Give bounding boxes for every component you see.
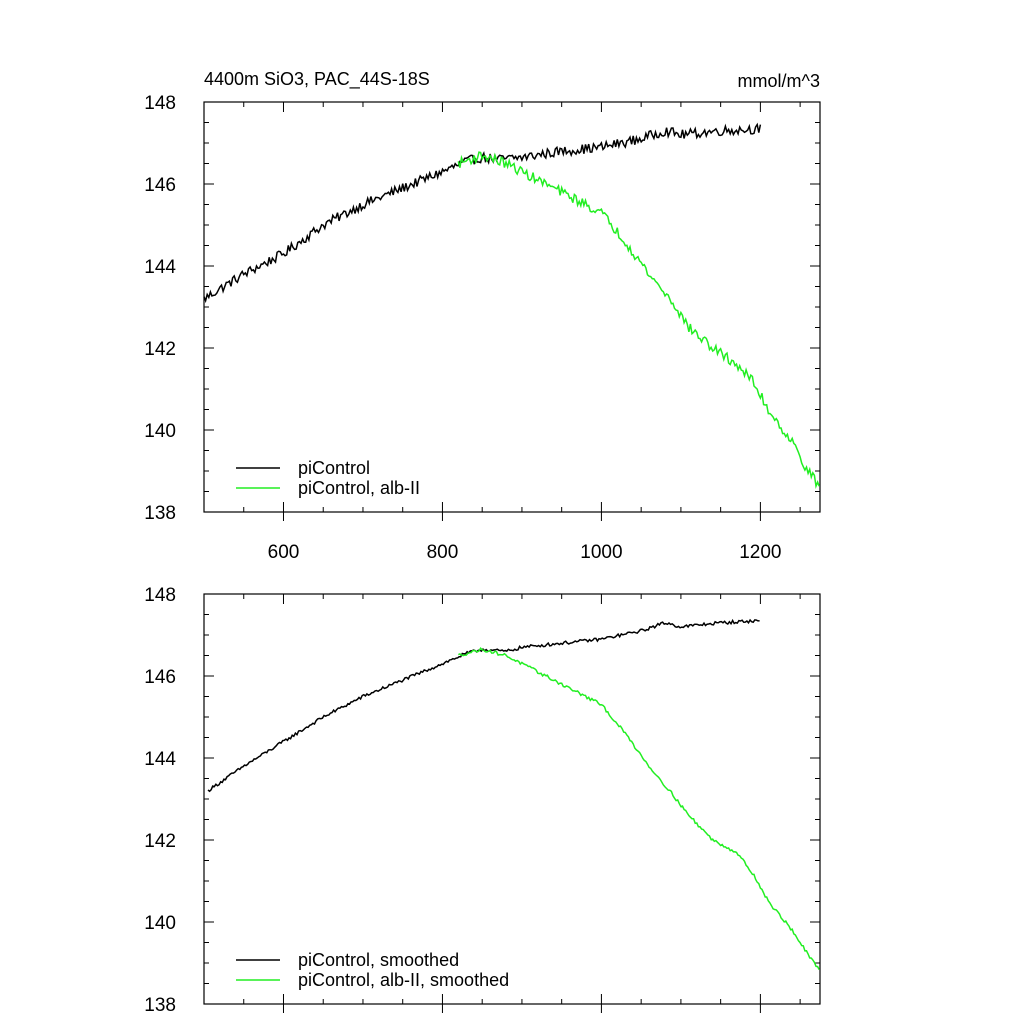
legend-entry: piControl (298, 458, 370, 478)
y-tick-label: 142 (144, 831, 176, 852)
y-tick-label: 146 (144, 175, 176, 196)
y-tick-label: 140 (144, 913, 176, 934)
units-label: mmol/m^3 (738, 71, 820, 91)
y-tick-label: 140 (144, 421, 176, 442)
y-tick-label: 146 (144, 667, 176, 688)
y-tick-label: 138 (144, 503, 176, 524)
y-tick-label: 138 (144, 995, 176, 1016)
plot-frame (203, 101, 821, 513)
y-tick-label: 142 (144, 339, 176, 360)
series-line-experiment (458, 646, 820, 970)
x-tick-label: 1200 (739, 542, 781, 563)
x-tick-label: 800 (427, 542, 459, 563)
series-line-control (207, 618, 760, 793)
bottom-panel: 138 140 142 144 146 148 piControl, smoothedpiC… (144, 585, 821, 1016)
x-tick-label: 600 (268, 542, 300, 563)
legend-entry: piControl, alb-II (298, 478, 420, 498)
top-panel: 138 140 142 144 146 148 600 800 1000 1200 piContro… (144, 93, 821, 563)
y-tick-label: 148 (144, 93, 176, 114)
series-line-experiment (457, 151, 820, 489)
plot-frame (203, 593, 821, 1005)
legend-entry: piControl, alb-II, smoothed (298, 970, 509, 990)
figure-title: 4400m SiO3, PAC_44S-18S (204, 69, 430, 90)
y-tick-label: 148 (144, 585, 176, 606)
y-tick-label: 144 (144, 749, 176, 770)
y-tick-label: 144 (144, 257, 176, 278)
series-line-control (203, 122, 762, 304)
x-tick-label: 1000 (580, 542, 622, 563)
legend-entry: piControl, smoothed (298, 950, 459, 970)
